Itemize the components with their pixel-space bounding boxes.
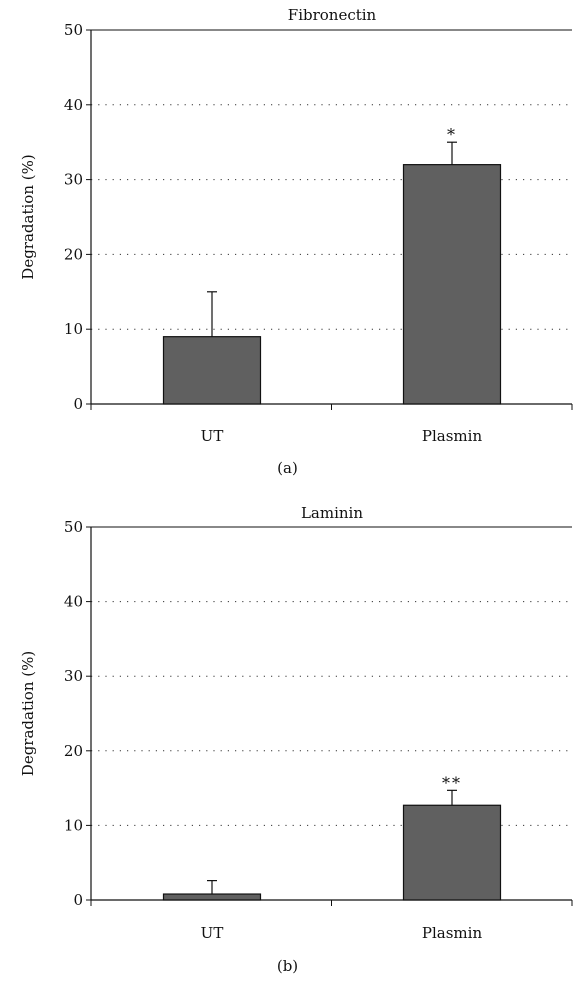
y-axis-label: Degradation (%) (19, 651, 37, 776)
x-category-label: Plasmin (422, 924, 483, 942)
y-axis-label: Degradation (%) (19, 154, 37, 279)
significance-marker: * (447, 125, 457, 144)
panel-label: (a) (277, 459, 298, 477)
bar (402, 804, 502, 901)
bar (402, 164, 502, 405)
bar (162, 336, 262, 405)
x-category-label: UT (201, 924, 224, 942)
chart-title: Fibronectin (288, 6, 377, 24)
y-tick-label: 20 (64, 742, 83, 760)
x-category-label: UT (201, 427, 224, 445)
y-tick-label: 50 (64, 518, 83, 536)
y-tick-label: 20 (64, 245, 83, 263)
y-tick-label: 10 (64, 320, 83, 338)
y-tick-label: 0 (73, 395, 83, 413)
y-tick-label: 0 (73, 891, 83, 909)
panel-label: (b) (277, 957, 298, 975)
y-tick-label: 40 (64, 593, 83, 611)
y-tick-label: 40 (64, 96, 83, 114)
y-tick-label: 50 (64, 21, 83, 39)
y-tick-label: 30 (64, 667, 83, 685)
significance-marker: ** (442, 773, 462, 792)
x-category-label: Plasmin (422, 427, 483, 445)
bar (162, 893, 262, 901)
chart-title: Laminin (301, 504, 363, 522)
y-tick-label: 30 (64, 171, 83, 189)
y-tick-label: 10 (64, 816, 83, 834)
